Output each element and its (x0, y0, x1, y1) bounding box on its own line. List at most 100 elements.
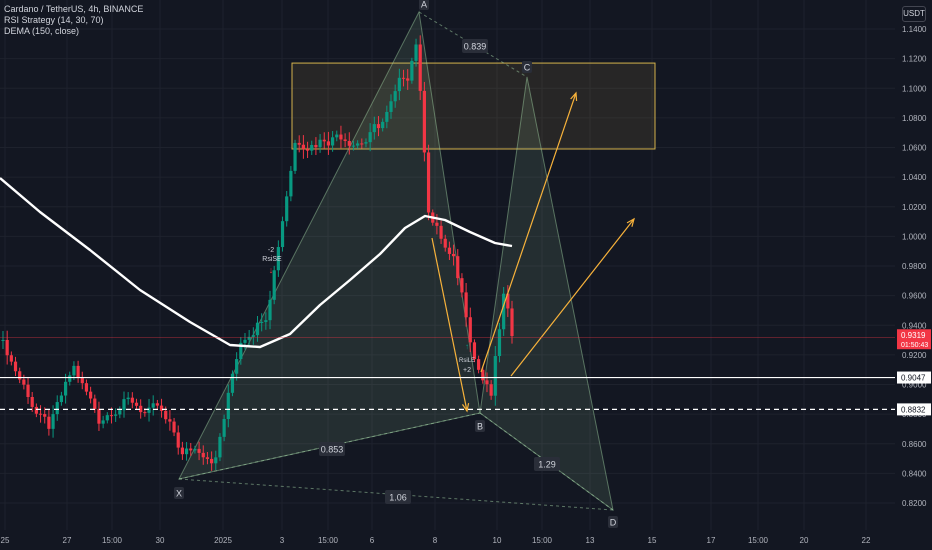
candle-body (285, 196, 289, 222)
candle-body (72, 365, 76, 376)
candle-body (164, 410, 168, 420)
candle-body (343, 139, 347, 141)
candle-body (176, 432, 180, 448)
candle-body (406, 78, 410, 81)
candle-body (243, 339, 247, 343)
strategy-signals: -2 RsiSE ↓ ↑ RsiLE +2 (262, 247, 475, 374)
price-tick-label: 0.8600 (902, 440, 927, 449)
candle-body (351, 145, 356, 147)
candle-body (272, 270, 276, 300)
time-tick-label: 15:00 (748, 536, 769, 545)
candle-body (205, 457, 210, 459)
time-axis-bg (0, 530, 932, 550)
ratio-label: 1.06 (389, 493, 407, 503)
candle-body (489, 384, 493, 396)
symbol-title: Cardano / TetherUS, 4h, BINANCE (4, 4, 144, 14)
time-tick-label: 17 (707, 536, 716, 545)
ratio-labels: 0.839 0.853 1.29 1.06 (319, 39, 560, 504)
candle-body (226, 392, 230, 420)
chart-legend: Cardano / TetherUS, 4h, BINANCE RSI Stra… (4, 4, 143, 37)
candle-body (55, 402, 59, 415)
candle-body (230, 373, 235, 393)
candle-body (280, 221, 285, 248)
rsi-strategy-label[interactable]: RSI Strategy (14, 30, 70) (4, 15, 104, 25)
price-tick-label: 0.8400 (902, 469, 927, 478)
candle-body (330, 137, 335, 146)
candle-body (418, 44, 422, 91)
candle-body (305, 149, 310, 151)
long-signal-label: RsiLE (459, 358, 475, 364)
time-tick-label: 15:00 (532, 536, 553, 545)
candle-body (89, 391, 93, 399)
price-tick-label: 1.0000 (902, 232, 927, 241)
point-label-b: B (477, 422, 483, 432)
candle-body (410, 60, 414, 81)
projection-arrows (431, 91, 635, 413)
candle-body (80, 377, 84, 384)
candle-body (22, 379, 26, 385)
ratio-box (534, 457, 560, 471)
candle-body (235, 359, 239, 374)
candle-body (318, 139, 322, 148)
price-tick-label: 1.0600 (902, 144, 927, 153)
candle-body (356, 143, 360, 146)
candle-body (84, 383, 89, 392)
candle-body (189, 448, 193, 451)
candle-body (477, 359, 481, 370)
point-box (608, 516, 618, 528)
price-tick-label: 0.8200 (902, 499, 927, 508)
candle-body (439, 225, 443, 239)
candle-body (385, 111, 389, 122)
candle-body (155, 403, 159, 406)
price-line-value: 0.9047 (901, 374, 926, 383)
candle-body (376, 124, 381, 129)
harmonic-pattern (178, 10, 614, 512)
candle-body (435, 222, 439, 226)
candle-body (426, 152, 431, 213)
candle-body (130, 397, 134, 403)
candle-body (122, 399, 126, 411)
candle-body (201, 452, 205, 458)
candle-body (464, 292, 468, 318)
candle-body (510, 308, 514, 337)
candle-body (168, 419, 172, 422)
candle-body (326, 141, 331, 146)
candle-body (506, 293, 510, 309)
candle-body (401, 77, 406, 79)
time-tick-label: 6 (370, 536, 375, 545)
price-axis: 1.1400 1.1200 1.1000 1.0800 1.0600 1.0400 1.02… (895, 0, 932, 530)
time-axis: 25 27 15:00 30 2025 3 15:00 6 8 10 15:00 13 15 17 15:0… (0, 530, 932, 550)
price-tick-label: 1.1200 (902, 55, 927, 64)
time-tick-label: 13 (586, 536, 595, 545)
current-price-value: 0.9319 (901, 331, 926, 340)
candle-body (63, 381, 68, 396)
ratio-box (319, 442, 345, 456)
candle-body (30, 397, 34, 407)
candle-body (126, 397, 130, 400)
currency-badge[interactable]: USDT (902, 6, 926, 22)
time-tick-label: 10 (493, 536, 502, 545)
price-line-value: 0.8832 (901, 405, 926, 414)
candle-body (143, 412, 147, 414)
point-label-a: A (421, 0, 427, 10)
candle-body (397, 77, 401, 92)
projection-arrow-down (431, 237, 468, 412)
ratio-box (385, 490, 411, 504)
candle-body (389, 101, 393, 112)
time-tick-label: 15 (648, 536, 657, 545)
candle-body (468, 317, 472, 343)
candle-body (297, 142, 301, 145)
projection-arrow-down-head (461, 403, 470, 413)
candle-body (47, 416, 51, 429)
point-label-x: X (176, 489, 182, 499)
candle-body (1, 339, 5, 341)
candle-body (314, 144, 318, 148)
dema-label[interactable]: DEMA (150, close) (4, 26, 80, 36)
candle-body (172, 421, 176, 433)
candle-body (134, 402, 139, 406)
short-signal-arrow: ↓ (269, 265, 274, 275)
candle-body (38, 413, 43, 415)
candle-body (184, 448, 189, 455)
time-tick-label: 2025 (214, 536, 232, 545)
